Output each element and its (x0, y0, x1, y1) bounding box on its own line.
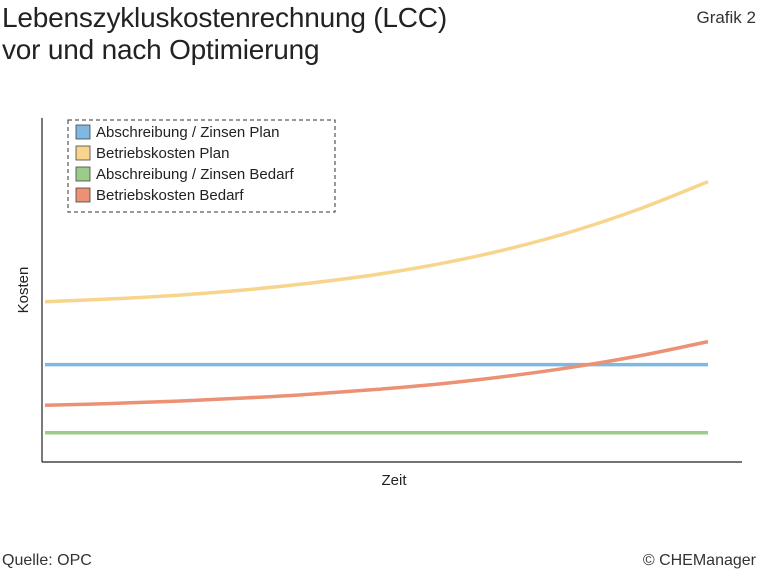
axes: Zeit Kosten (15, 118, 742, 489)
chart-title-line-1: Lebenszykluskostenrechnung (LCC) (2, 2, 447, 33)
legend-label-4: Betriebskosten Bedarf (96, 187, 244, 204)
copyright-note: © CHEManager (642, 552, 756, 569)
legend-label-1: Abschreibung / Zinsen Plan (96, 124, 279, 141)
figure-label: Grafik 2 (696, 8, 756, 27)
source-note: Quelle: OPC (2, 552, 92, 569)
legend-swatch-3 (75, 166, 91, 182)
chart-title-line-2: vor und nach Optimierung (2, 34, 320, 65)
line-chart: Zeit Kosten Abschreibung / Zinsen Plan Be… (15, 118, 742, 489)
legend-box (67, 119, 336, 213)
y-axis-label: Kosten (15, 267, 32, 314)
legend: Abschreibung / Zinsen Plan Betriebskosten… (67, 119, 336, 213)
chart-title: Lebenszykluskostenrechnung (LCC) vor und… (2, 2, 447, 66)
series-line-2 (44, 179, 709, 304)
series-line-4 (44, 339, 709, 407)
legend-swatch-2 (75, 145, 91, 161)
legend-swatch-1 (75, 124, 91, 140)
legend-label-2: Betriebskosten Plan (96, 145, 229, 162)
x-axis-label: Zeit (381, 472, 407, 489)
series-lines (44, 179, 709, 435)
legend-label-3: Abschreibung / Zinsen Bedarf (96, 166, 294, 183)
legend-swatch-4 (75, 187, 91, 203)
